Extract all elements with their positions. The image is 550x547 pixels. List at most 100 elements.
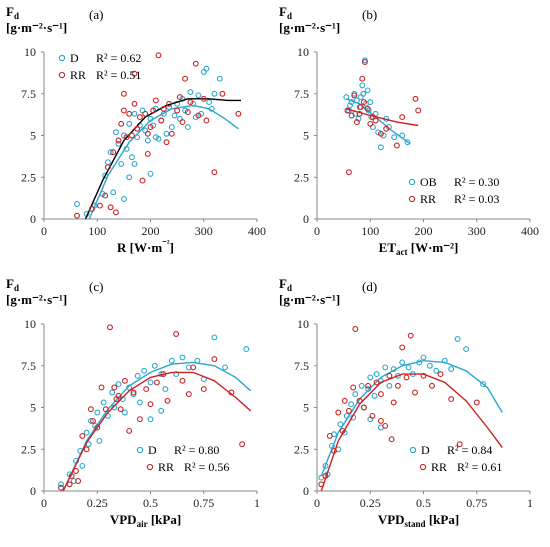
data-point xyxy=(348,112,355,119)
data-point xyxy=(405,364,412,371)
data-point xyxy=(184,109,191,116)
data-point xyxy=(367,374,374,381)
data-point xyxy=(185,391,192,398)
legend-marker xyxy=(419,463,427,471)
data-point xyxy=(399,132,406,139)
data-point xyxy=(150,107,157,114)
data-point xyxy=(358,382,365,389)
data-point xyxy=(134,125,141,132)
data-point xyxy=(160,105,167,112)
data-point xyxy=(147,401,154,408)
data-point xyxy=(58,484,64,491)
data-point xyxy=(158,407,165,414)
fit-line xyxy=(320,359,503,477)
data-point xyxy=(112,209,119,216)
data-point xyxy=(179,354,186,361)
data-point xyxy=(200,386,207,393)
legend-marker xyxy=(136,446,144,454)
data-point xyxy=(356,397,363,404)
data-point xyxy=(168,124,175,131)
data-point xyxy=(179,119,186,126)
data-point xyxy=(179,377,186,384)
legend: D R² = 0.62 RR R² = 0.51 xyxy=(58,51,141,82)
data-point xyxy=(345,407,352,414)
data-point xyxy=(143,386,150,393)
chart-panel-3: 0 2.5 5 7.5 10 0 0.25 0.5 0.75 1 Fd[g·m⁻²·s⁻¹] (c) V… xyxy=(6,276,260,529)
data-point xyxy=(58,481,64,488)
data-point xyxy=(190,364,197,371)
y-tick-label: 7.5 xyxy=(21,87,36,101)
data-point xyxy=(130,389,137,396)
series-RR xyxy=(318,326,503,492)
y-axis-unit: [g·m⁻²·s⁻¹] xyxy=(279,292,340,307)
data-point xyxy=(144,150,151,157)
data-point xyxy=(73,468,79,474)
data-point xyxy=(399,344,406,351)
data-point xyxy=(173,331,180,337)
data-point xyxy=(367,99,374,106)
y-tick-label: 5 xyxy=(30,129,36,143)
data-point xyxy=(83,446,90,453)
legend-marker xyxy=(408,195,416,203)
data-point xyxy=(318,481,325,488)
data-point xyxy=(243,346,250,353)
data-point xyxy=(195,112,202,119)
fit-line xyxy=(84,98,241,220)
data-point xyxy=(391,134,398,141)
data-point xyxy=(126,174,133,181)
x-axis-label: VPDair [kPa] xyxy=(110,512,181,529)
x-tick-label: 0 xyxy=(41,224,47,238)
legend-r2: R² = 0.80 xyxy=(174,443,219,457)
data-point xyxy=(194,357,201,364)
data-point xyxy=(163,139,170,146)
data-point xyxy=(75,478,82,484)
data-point xyxy=(403,374,410,381)
x-tick-label: 0.25 xyxy=(87,496,108,510)
data-point xyxy=(155,52,162,59)
data-point xyxy=(88,206,95,212)
data-point xyxy=(356,110,363,117)
data-point xyxy=(343,412,350,419)
data-point xyxy=(128,132,135,139)
y-tick-label: 2.5 xyxy=(294,170,309,184)
data-point xyxy=(415,107,422,114)
y-tick-label: 7.5 xyxy=(21,359,36,373)
data-point xyxy=(216,75,223,82)
x-tick-label: 400 xyxy=(248,224,266,238)
data-point xyxy=(386,382,393,389)
data-point xyxy=(203,117,210,124)
data-point xyxy=(382,422,389,429)
data-point xyxy=(350,384,357,391)
x-tick-label: 300 xyxy=(195,224,213,238)
series-RR xyxy=(58,324,252,492)
y-tick-label: 0 xyxy=(303,484,309,498)
data-point xyxy=(120,196,127,202)
data-point xyxy=(102,192,109,199)
x-tick-label: 1 xyxy=(527,496,533,510)
data-point xyxy=(390,366,397,373)
y-tick-label: 7.5 xyxy=(294,87,309,101)
y-tick-label: 0 xyxy=(30,484,36,498)
data-point xyxy=(107,324,113,331)
data-point xyxy=(377,130,384,137)
data-point xyxy=(377,417,384,424)
y-axis-label: Fd xyxy=(279,4,292,21)
data-point xyxy=(126,384,133,391)
data-point xyxy=(357,104,364,111)
y-tick-label: 10 xyxy=(24,317,36,331)
data-point xyxy=(141,367,148,374)
data-point xyxy=(94,409,101,416)
data-point xyxy=(454,336,461,342)
y-tick-label: 5 xyxy=(303,401,309,415)
data-point xyxy=(96,202,103,209)
data-point xyxy=(377,144,384,151)
data-point xyxy=(416,359,423,366)
data-point xyxy=(136,416,143,423)
legend-name: D xyxy=(148,443,157,457)
data-point xyxy=(144,130,151,137)
data-point xyxy=(360,90,367,97)
series-D xyxy=(318,336,503,481)
data-point xyxy=(351,92,358,99)
